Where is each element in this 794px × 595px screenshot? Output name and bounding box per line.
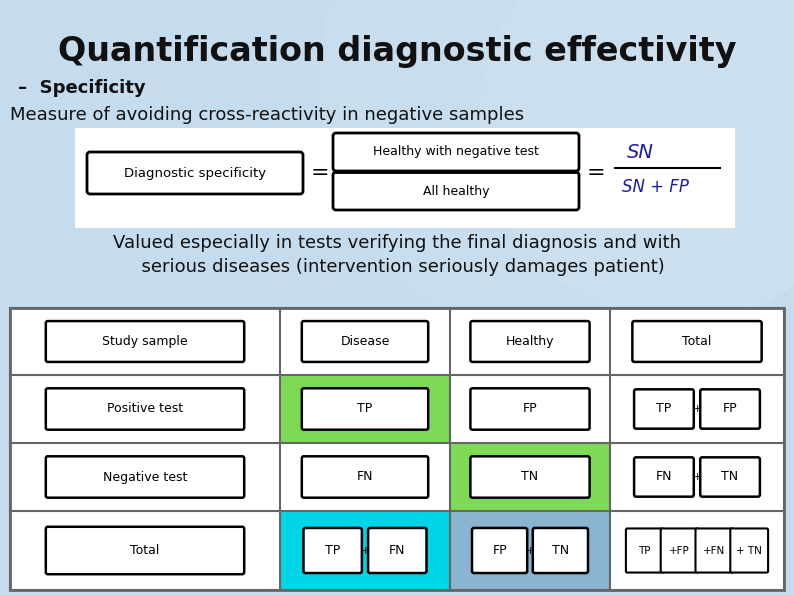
FancyBboxPatch shape [87, 152, 303, 194]
FancyBboxPatch shape [46, 389, 245, 430]
Text: Healthy: Healthy [506, 335, 554, 348]
FancyBboxPatch shape [661, 528, 699, 572]
Text: +FP: +FP [669, 546, 690, 556]
Text: –  Specificity: – Specificity [18, 79, 145, 97]
Text: Measure of avoiding cross-reactivity in negative samples: Measure of avoiding cross-reactivity in … [10, 106, 524, 124]
FancyBboxPatch shape [46, 456, 245, 497]
FancyBboxPatch shape [303, 528, 362, 573]
FancyBboxPatch shape [472, 528, 527, 573]
FancyBboxPatch shape [470, 456, 590, 497]
Text: Positive test: Positive test [107, 402, 183, 415]
Text: =: = [310, 163, 330, 183]
Text: +FN: +FN [703, 546, 726, 556]
Text: Diagnostic specificity: Diagnostic specificity [124, 167, 266, 180]
Circle shape [320, 0, 794, 360]
Bar [280, 375, 450, 443]
FancyBboxPatch shape [470, 321, 590, 362]
FancyBboxPatch shape [533, 528, 588, 573]
Text: TP: TP [657, 402, 672, 415]
Circle shape [480, 0, 794, 320]
Text: FP: FP [492, 544, 507, 557]
Bar [10, 308, 784, 590]
Text: FN: FN [389, 544, 406, 557]
Text: Healthy with negative test: Healthy with negative test [373, 146, 539, 158]
Bar [450, 511, 610, 590]
FancyBboxPatch shape [730, 528, 768, 572]
Text: SN + FP: SN + FP [622, 178, 688, 196]
Text: +: + [692, 404, 702, 414]
Text: TN: TN [522, 471, 538, 484]
Text: Total: Total [130, 544, 160, 557]
Text: SN: SN [626, 142, 653, 161]
Text: =: = [587, 163, 605, 183]
FancyBboxPatch shape [302, 389, 428, 430]
Text: +: + [526, 546, 534, 556]
FancyBboxPatch shape [700, 458, 760, 497]
Text: FN: FN [357, 471, 373, 484]
FancyBboxPatch shape [46, 321, 245, 362]
FancyBboxPatch shape [634, 458, 694, 497]
FancyBboxPatch shape [302, 321, 428, 362]
Text: TP: TP [325, 544, 341, 557]
Text: FP: FP [723, 402, 738, 415]
Bar [280, 511, 450, 590]
FancyBboxPatch shape [368, 528, 426, 573]
FancyBboxPatch shape [333, 172, 579, 210]
FancyBboxPatch shape [700, 389, 760, 428]
Text: TN: TN [552, 544, 569, 557]
Text: Negative test: Negative test [102, 471, 187, 484]
Text: TP: TP [357, 402, 372, 415]
Text: Disease: Disease [341, 335, 390, 348]
FancyBboxPatch shape [696, 528, 734, 572]
Text: +: + [692, 472, 702, 482]
FancyBboxPatch shape [302, 456, 428, 497]
FancyBboxPatch shape [626, 528, 664, 572]
FancyBboxPatch shape [470, 389, 590, 430]
Text: Study sample: Study sample [102, 335, 188, 348]
Text: All healthy: All healthy [422, 184, 489, 198]
Text: +: + [360, 546, 370, 556]
Text: + TN: + TN [736, 546, 762, 556]
FancyBboxPatch shape [632, 321, 761, 362]
Text: FP: FP [522, 402, 538, 415]
Text: Valued especially in tests verifying the final diagnosis and with
  serious dise: Valued especially in tests verifying the… [113, 234, 681, 276]
FancyBboxPatch shape [333, 133, 579, 171]
FancyBboxPatch shape [634, 389, 694, 428]
Text: TN: TN [722, 471, 738, 484]
Bar [450, 443, 610, 511]
Bar [75, 128, 735, 228]
FancyBboxPatch shape [46, 527, 245, 574]
Text: FN: FN [656, 471, 673, 484]
Text: Quantification diagnostic effectivity: Quantification diagnostic effectivity [58, 36, 736, 68]
Text: Total: Total [682, 335, 711, 348]
Text: TP: TP [638, 546, 651, 556]
